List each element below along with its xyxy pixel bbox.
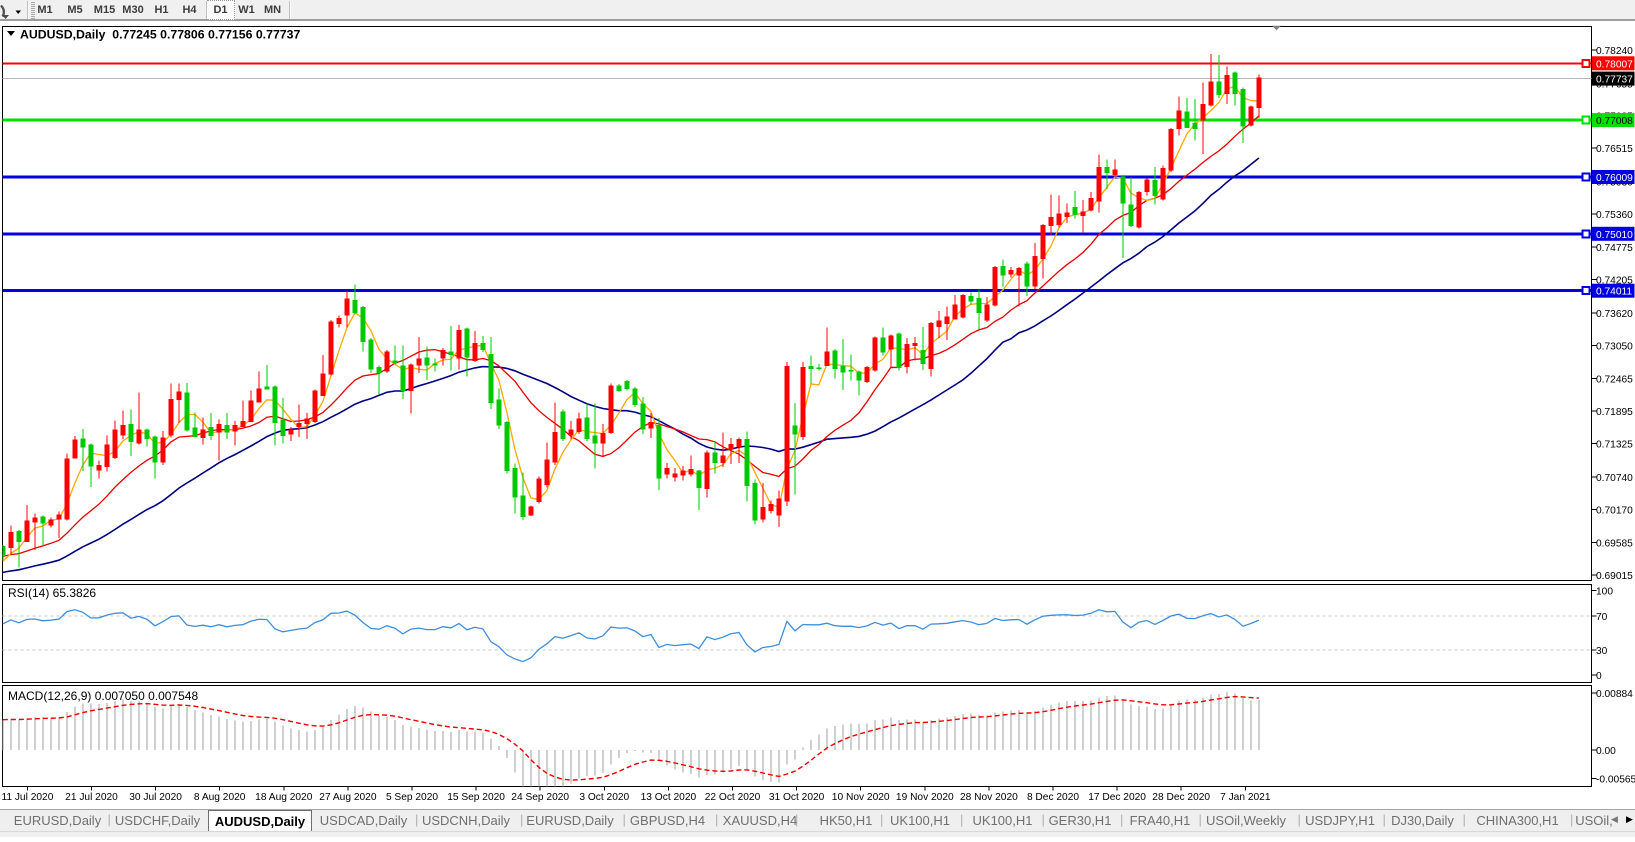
svg-text:0.70740: 0.70740 xyxy=(1596,473,1633,484)
svg-text:10 Nov 2020: 10 Nov 2020 xyxy=(832,792,890,803)
svg-text:MACD(12,26,9) 0.007050 0.00754: MACD(12,26,9) 0.007050 0.007548 xyxy=(8,689,198,703)
svg-text:0.71325: 0.71325 xyxy=(1596,440,1633,451)
svg-text:15 Sep 2020: 15 Sep 2020 xyxy=(447,792,505,803)
svg-text:27 Aug 2020: 27 Aug 2020 xyxy=(319,792,377,803)
svg-text:0.74205: 0.74205 xyxy=(1596,276,1633,287)
svg-text:30: 30 xyxy=(1596,646,1608,657)
svg-text:0.77737: 0.77737 xyxy=(1596,75,1633,86)
svg-text:0.75010: 0.75010 xyxy=(1596,230,1633,241)
svg-text:0.73620: 0.73620 xyxy=(1596,309,1633,320)
svg-text:0.76009: 0.76009 xyxy=(1596,173,1633,184)
svg-text:18 Aug 2020: 18 Aug 2020 xyxy=(255,792,313,803)
svg-text:21 Jul 2020: 21 Jul 2020 xyxy=(65,792,118,803)
svg-text:0: 0 xyxy=(1596,671,1602,682)
svg-text:31 Oct 2020: 31 Oct 2020 xyxy=(769,792,825,803)
svg-text:0.71895: 0.71895 xyxy=(1596,407,1633,418)
svg-text:-0.00565: -0.00565 xyxy=(1596,775,1635,786)
svg-text:5 Sep 2020: 5 Sep 2020 xyxy=(386,792,438,803)
svg-text:0.78007: 0.78007 xyxy=(1596,59,1633,70)
svg-text:0.77008: 0.77008 xyxy=(1596,116,1633,127)
svg-text:24 Sep 2020: 24 Sep 2020 xyxy=(511,792,569,803)
svg-text:13 Oct 2020: 13 Oct 2020 xyxy=(641,792,697,803)
svg-text:30 Jul 2020: 30 Jul 2020 xyxy=(129,792,182,803)
svg-text:0.72465: 0.72465 xyxy=(1596,375,1633,386)
svg-text:AUDUSD,Daily 0.77245 0.77806: AUDUSD,Daily 0.77245 0.77806 0.77156 0.7… xyxy=(20,28,300,42)
svg-text:28 Nov 2020: 28 Nov 2020 xyxy=(960,792,1018,803)
svg-text:28 Dec 2020: 28 Dec 2020 xyxy=(1152,792,1210,803)
svg-text:0.74011: 0.74011 xyxy=(1596,287,1632,298)
svg-text:22 Oct 2020: 22 Oct 2020 xyxy=(705,792,761,803)
svg-text:17 Dec 2020: 17 Dec 2020 xyxy=(1088,792,1146,803)
svg-text:0.00884: 0.00884 xyxy=(1596,689,1633,700)
svg-text:70: 70 xyxy=(1596,612,1608,623)
svg-text:8 Dec 2020: 8 Dec 2020 xyxy=(1027,792,1079,803)
svg-text:0.69015: 0.69015 xyxy=(1596,571,1633,582)
svg-text:11 Jul 2020: 11 Jul 2020 xyxy=(1,792,53,803)
svg-text:0.76515: 0.76515 xyxy=(1596,144,1633,155)
svg-text:0.78240: 0.78240 xyxy=(1596,46,1633,57)
svg-text:19 Nov 2020: 19 Nov 2020 xyxy=(896,792,954,803)
svg-text:100: 100 xyxy=(1596,587,1613,598)
svg-text:RSI(14) 65.3826: RSI(14) 65.3826 xyxy=(8,586,96,600)
svg-text:0.00: 0.00 xyxy=(1596,746,1616,757)
svg-text:0.74775: 0.74775 xyxy=(1596,243,1633,254)
svg-text:8 Aug 2020: 8 Aug 2020 xyxy=(194,792,246,803)
svg-text:3 Oct 2020: 3 Oct 2020 xyxy=(579,792,629,803)
svg-text:0.69585: 0.69585 xyxy=(1596,539,1633,550)
svg-text:0.70170: 0.70170 xyxy=(1596,505,1633,516)
svg-text:7 Jan 2021: 7 Jan 2021 xyxy=(1220,792,1271,803)
svg-text:0.75360: 0.75360 xyxy=(1596,210,1633,221)
svg-text:0.73050: 0.73050 xyxy=(1596,341,1633,352)
